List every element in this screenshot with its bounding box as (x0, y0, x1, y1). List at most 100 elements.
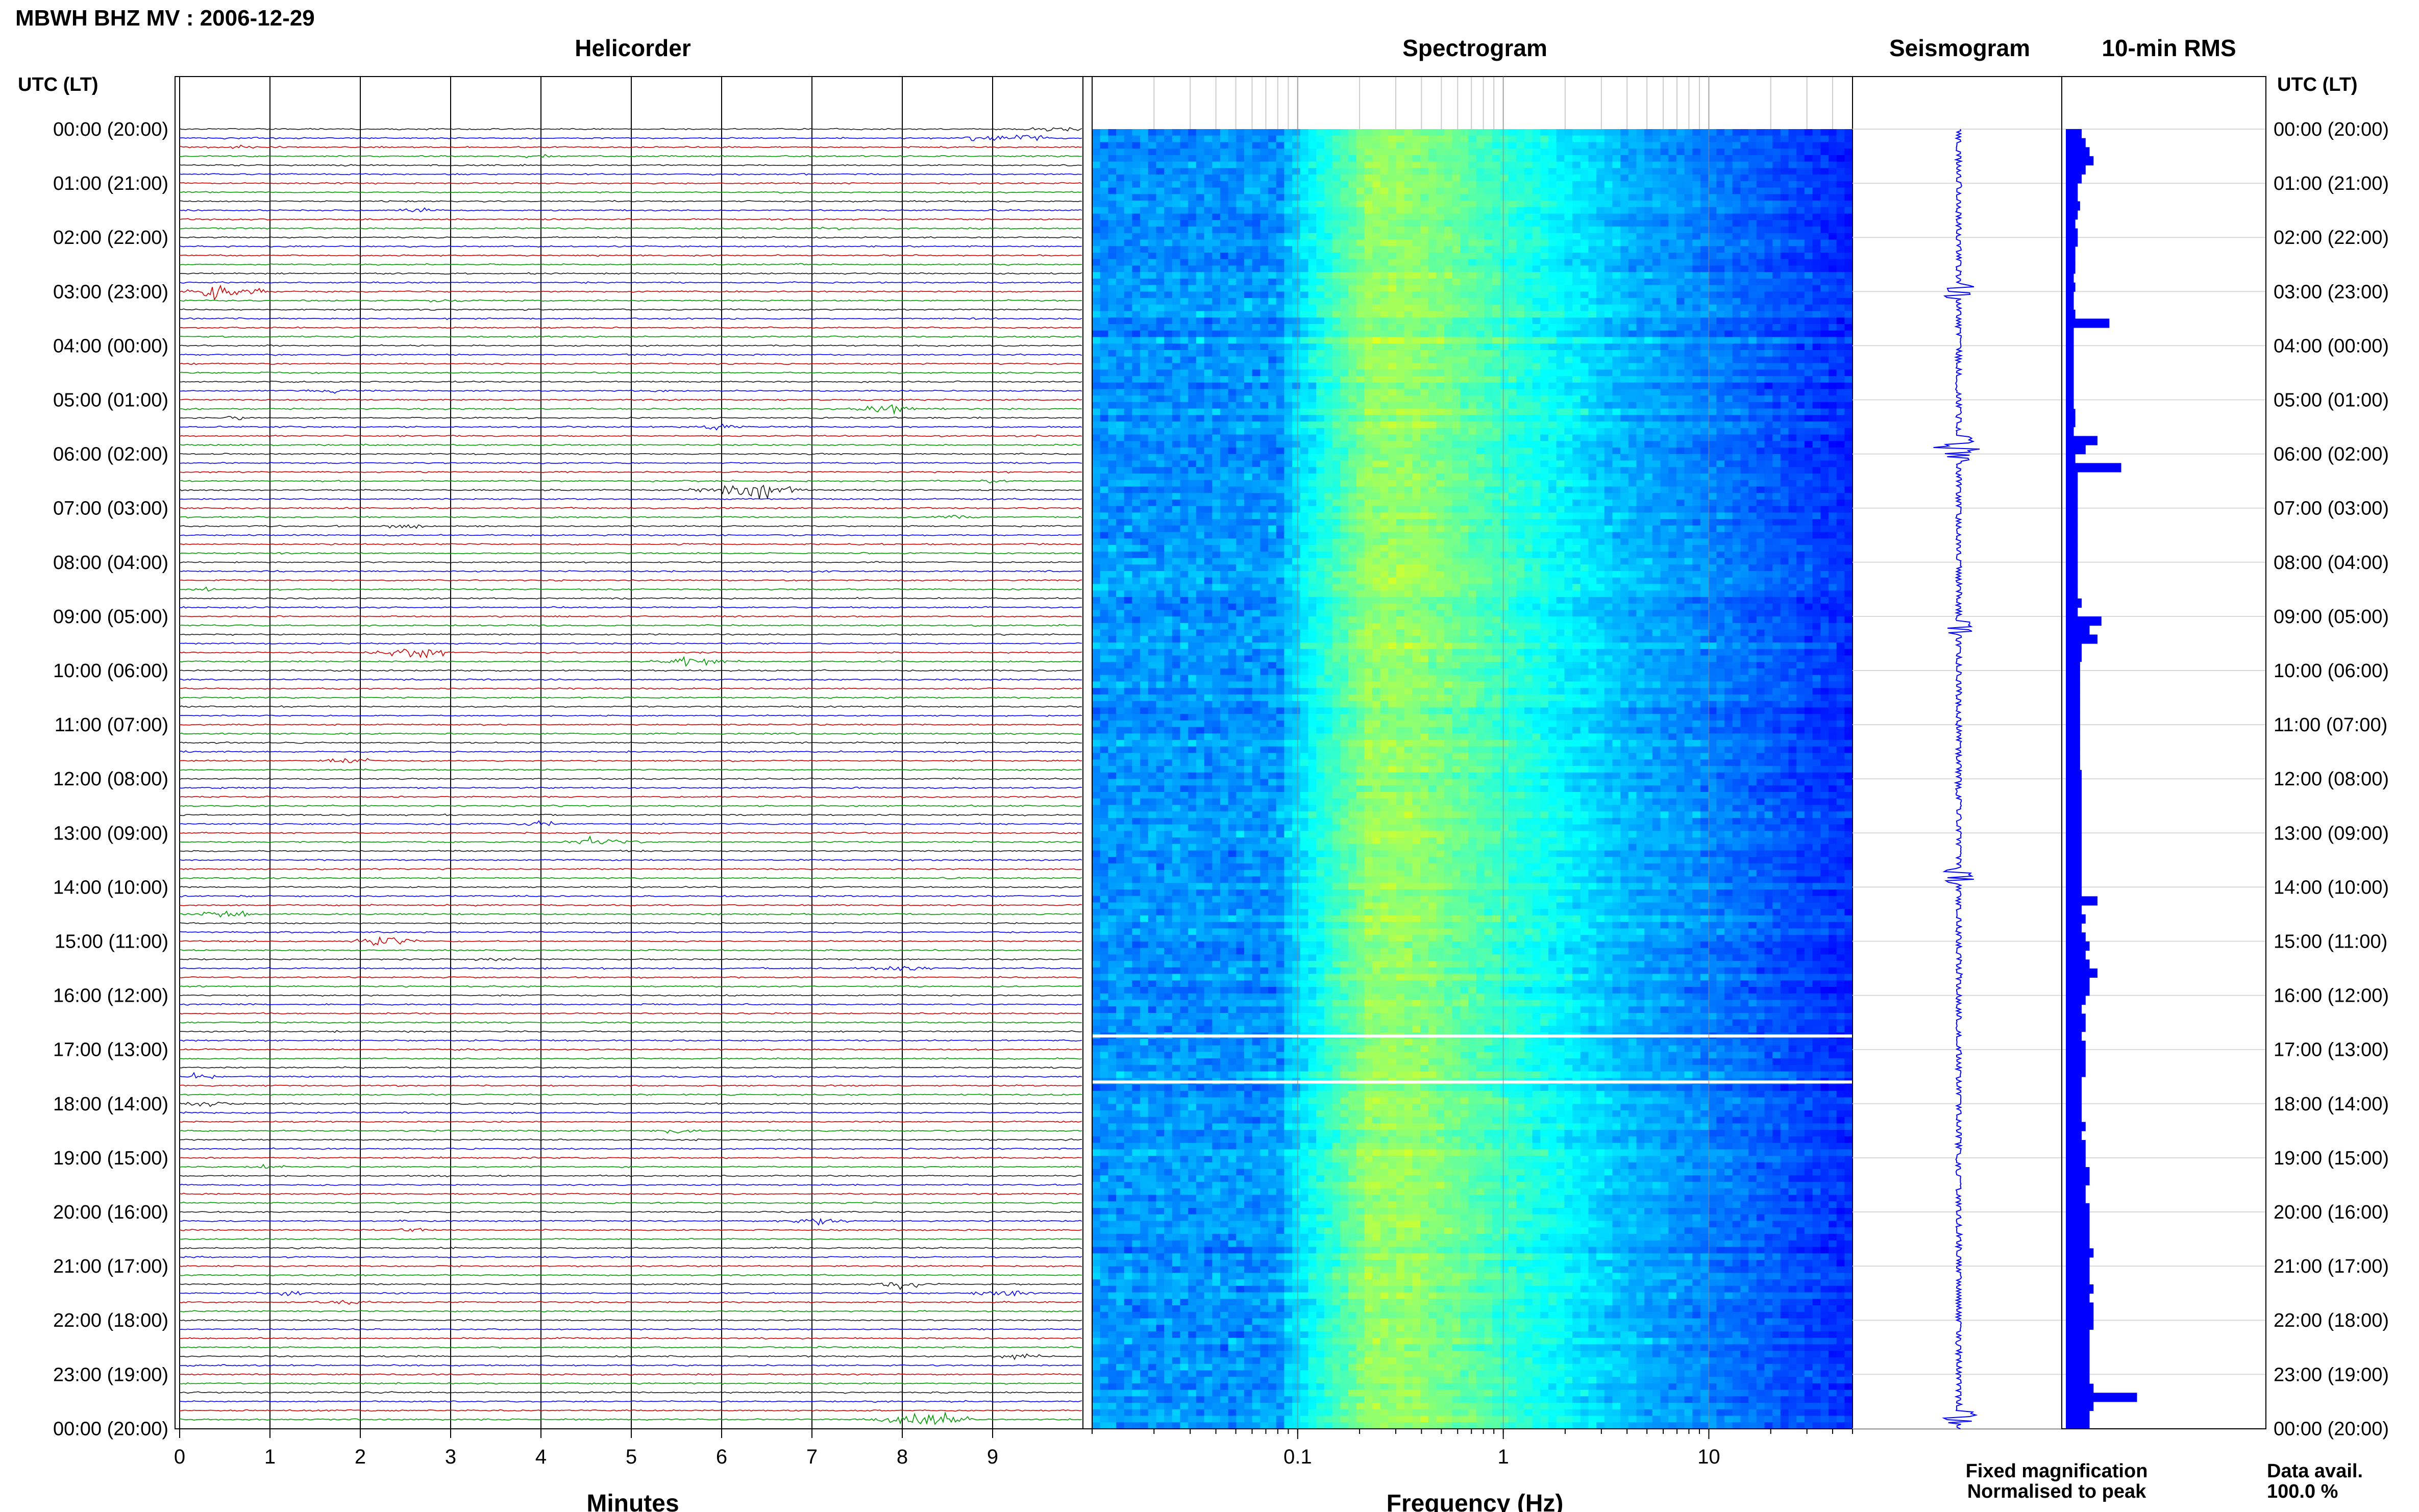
rms-bar (2066, 806, 2082, 815)
legend-fixed-magnification: Fixed magnification (1966, 1460, 2148, 1482)
helicorder-trace-line (179, 994, 1082, 997)
helicorder-trace-line (179, 263, 1082, 266)
rms-bar (2066, 427, 2074, 436)
rms-bar (2066, 400, 2074, 409)
hour-label: 04:00 (00:00) (2274, 335, 2389, 357)
helicorder-trace-line (179, 741, 1082, 745)
hour-label: 09:00 (05:00) (53, 606, 168, 628)
hour-label: 22:00 (18:00) (53, 1310, 168, 1331)
helicorder-trace-line (179, 317, 1082, 320)
helicorder-trace-line (179, 443, 1082, 447)
rms-bar (2066, 661, 2080, 671)
rms-bar (2066, 309, 2076, 319)
hour-label: 05:00 (01:00) (2274, 390, 2389, 411)
rms-bar (2066, 878, 2082, 888)
hour-label: 01:00 (21:00) (53, 173, 168, 194)
helicorder-trace-line (179, 163, 1082, 167)
helicorder-trace-line (179, 1021, 1082, 1024)
rms-bar (2066, 932, 2086, 942)
rms-bar (2066, 598, 2082, 608)
helicorder-trace-line (179, 1174, 1082, 1177)
helicorder-trace-line (179, 218, 1082, 221)
rms-bar (2066, 779, 2082, 788)
rms-bar (2066, 1112, 2082, 1122)
time-axis-label-right: UTC (LT) (2277, 74, 2358, 95)
helicorder-trace-line (179, 1364, 1082, 1367)
rms-bar (2066, 1284, 2094, 1294)
helicorder-trace-line (179, 606, 1082, 609)
hour-label: 08:00 (04:00) (2274, 552, 2389, 574)
rms-bar (2066, 274, 2074, 283)
spectrogram-x-tick-label: 0.1 (1283, 1446, 1312, 1468)
helicorder-trace-line (179, 134, 1082, 141)
helicorder-trace-line (179, 127, 1082, 132)
rms-bar (2066, 1383, 2094, 1393)
rms-bar (2066, 1095, 2082, 1104)
helicorder-trace-line (179, 1328, 1082, 1331)
rms-bar (2066, 1077, 2082, 1086)
hour-label: 06:00 (02:00) (2274, 444, 2389, 465)
helicorder-trace-line (179, 1265, 1082, 1268)
helicorder-trace-line (180, 1373, 1082, 1376)
rms-bar (2066, 1013, 2086, 1023)
rms-bar (2066, 1203, 2090, 1212)
hour-label: 17:00 (13:00) (53, 1039, 168, 1061)
helicorder-trace-line (180, 154, 1082, 158)
helicorder-trace-line (179, 1346, 1082, 1349)
helicorder-trace-line (179, 678, 1082, 681)
rms-bar (2066, 1293, 2090, 1303)
rms-bar (2066, 752, 2080, 761)
rms-bar (2066, 219, 2076, 229)
spectrogram-gap (1092, 1034, 1853, 1038)
rms-bar (2066, 1212, 2090, 1222)
rms-bar (2066, 1420, 2090, 1429)
rms-bar (2066, 1194, 2086, 1204)
helicorder-trace-line (179, 353, 1082, 356)
helicorder-trace-line (179, 1072, 1082, 1079)
helicorder-trace-line (179, 1255, 1082, 1258)
helicorder-trace-line (179, 1382, 1082, 1385)
helicorder-trace-line (179, 362, 1082, 365)
rms-bar (2066, 237, 2078, 247)
helicorder-trace-line (179, 795, 1082, 799)
helicorder-panel: 0 1 2 3 4 5 6 7 8 9 Minutes (174, 76, 1093, 1512)
rms-bars (2066, 129, 2137, 1429)
hour-label: 16:00 (12:00) (53, 985, 168, 1007)
rms-bar (2066, 734, 2080, 743)
helicorder-trace-line (179, 669, 1082, 672)
rms-bar (2066, 1302, 2094, 1312)
helicorder-trace-line (179, 561, 1082, 564)
rms-bar (2066, 688, 2080, 698)
helicorder-trace-line (179, 308, 1082, 311)
rms-bar (2066, 192, 2078, 202)
helicorder-trace-line (179, 804, 1082, 807)
helicorder-trace-line (179, 895, 1082, 898)
helicorder-trace-line (179, 389, 1082, 394)
spectrogram-title: Spectrogram (1402, 35, 1547, 61)
rms-bar (2066, 1374, 2090, 1384)
helicorder-trace-line (179, 1246, 1082, 1250)
rms-bar (2066, 562, 2078, 572)
rms-bar (2066, 1329, 2090, 1339)
helicorder-trace-line (179, 615, 1082, 618)
hour-labels-left: 00:00 (20:00) 01:00 (21:00) 02:00 (22:00) 0… (53, 119, 168, 1440)
rms-bar (2066, 725, 2080, 734)
helicorder-trace-line (179, 1030, 1082, 1033)
helicorder-trace-line (179, 1192, 1082, 1196)
spectrogram-gap (1092, 1080, 1853, 1084)
helicorder-trace-line (179, 484, 1082, 500)
rms-bar (2066, 1239, 2090, 1249)
hour-label: 07:00 (03:00) (2274, 498, 2389, 519)
helicorder-trace-line (179, 1400, 1082, 1403)
helicorder-trace-line (179, 542, 1082, 546)
helicorder-trace-line (179, 850, 1082, 853)
legend-normalised-to-peak: Normalised to peak (1967, 1481, 2146, 1502)
rms-bar (2066, 707, 2080, 716)
rms-bar (2066, 797, 2082, 806)
helicorder-x-tick-label: 4 (535, 1446, 547, 1468)
rms-bar (2066, 544, 2078, 554)
hour-label: 04:00 (00:00) (53, 335, 168, 357)
rms-bar (2066, 679, 2080, 689)
helicorder-trace-line (179, 507, 1082, 510)
spectrogram-cells (1092, 77, 1853, 1429)
